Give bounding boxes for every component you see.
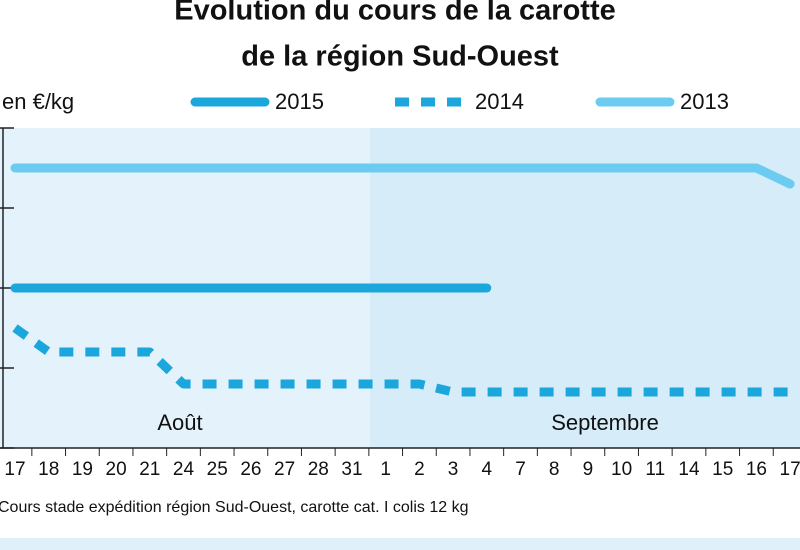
x-tick-label: 16: [746, 459, 767, 480]
x-tick-label: 2: [414, 459, 425, 480]
series-line: [12, 324, 791, 397]
x-tick-label: 8: [549, 459, 560, 480]
x-tick-label: 7: [515, 459, 526, 480]
chart-title: de la région Sud-Ouest: [241, 41, 559, 73]
x-tick-label: 27: [274, 459, 295, 480]
x-tick-label: 26: [240, 459, 261, 480]
legend-label: 2013: [680, 89, 729, 114]
x-tick-label: 3: [448, 459, 459, 480]
series-line: [10, 163, 795, 189]
x-tick-label: 1: [380, 459, 391, 480]
x-tick-label: 9: [583, 459, 594, 480]
source-note: Cours stade expédition région Sud-Ouest,…: [0, 499, 468, 516]
legend-label: 2015: [275, 89, 324, 114]
legend-label: 2014: [475, 89, 524, 114]
x-tick-label: 20: [106, 459, 127, 480]
x-tick-label: 21: [139, 459, 160, 480]
x-tick-label: 17: [780, 459, 800, 480]
x-tick-label: 10: [611, 459, 632, 480]
x-tick-label: 17: [4, 459, 25, 480]
month-label: Août: [157, 410, 202, 435]
x-tick-label: 15: [712, 459, 733, 480]
x-tick-label: 25: [207, 459, 228, 480]
x-tick-label: 18: [38, 459, 59, 480]
x-tick-label: 28: [308, 459, 329, 480]
x-tick-label: 11: [645, 459, 665, 480]
y-axis-label: en €/kg: [2, 89, 74, 114]
x-tick-label: 4: [482, 459, 493, 480]
x-tick-label: 31: [341, 459, 362, 480]
chart-title: Evolution du cours de la carotte: [174, 0, 616, 27]
footer-band: [0, 538, 800, 550]
x-tick-label: 24: [173, 459, 195, 480]
x-tick-label: 14: [678, 459, 700, 480]
month-label: Septembre: [551, 410, 659, 435]
x-tick-label: 19: [72, 459, 93, 480]
